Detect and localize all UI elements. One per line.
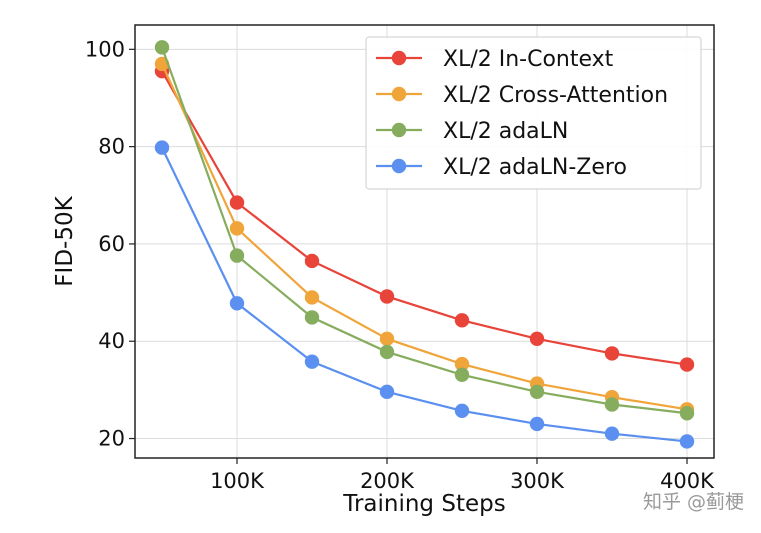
- data-point: [304, 253, 320, 269]
- x-tick-label: 300K: [510, 469, 565, 493]
- data-point: [379, 384, 395, 400]
- legend-label: XL/2 Cross-Attention: [443, 83, 668, 108]
- data-point: [529, 331, 545, 347]
- data-point: [304, 290, 320, 305]
- data-point: [679, 434, 695, 449]
- data-point: [379, 289, 395, 304]
- data-point: [454, 403, 470, 419]
- legend-box: [365, 36, 702, 190]
- data-point: [229, 296, 245, 311]
- data-point: [154, 140, 170, 155]
- y-tick-label: 20: [98, 427, 125, 451]
- legend-swatch-marker: [391, 158, 407, 174]
- data-point: [604, 426, 620, 441]
- series-line: [160, 63, 688, 411]
- data-point: [604, 346, 620, 361]
- data-point: [454, 356, 470, 372]
- data-point: [229, 221, 245, 236]
- watermark: 知乎 @蓟梗: [643, 491, 744, 513]
- axis-ticks: 100K 200K 300K 400K 20 40 60 80 100: [85, 37, 715, 493]
- data-point: [604, 397, 620, 412]
- series-1: [154, 64, 695, 372]
- x-tick-label: 200K: [360, 469, 415, 493]
- data-point: [454, 367, 470, 383]
- y-tick-label: 40: [98, 329, 125, 353]
- data-point: [529, 384, 545, 400]
- data-point: [154, 40, 170, 55]
- data-point: [529, 416, 545, 432]
- data-point: [454, 313, 470, 328]
- series-4: [154, 140, 695, 449]
- data-point: [304, 310, 320, 325]
- x-tick-label: 400K: [660, 469, 715, 493]
- data-point: [229, 248, 245, 263]
- series-line: [161, 70, 688, 366]
- x-axis-label: Training Steps: [342, 491, 505, 517]
- data-point: [379, 344, 395, 360]
- data-point: [304, 354, 320, 369]
- series-lines: [154, 40, 695, 449]
- y-tick-label: 80: [98, 135, 125, 159]
- legend-swatch-marker: [391, 86, 407, 102]
- series-line: [161, 147, 688, 443]
- data-point: [679, 406, 695, 421]
- legend-label: XL/2 adaLN-Zero: [443, 155, 627, 180]
- plot-frame: [134, 24, 715, 459]
- legend-label: XL/2 In-Context: [443, 47, 614, 72]
- legend-swatch-marker: [391, 122, 407, 138]
- x-tick-label: 100K: [210, 469, 265, 493]
- series-line: [160, 47, 688, 415]
- data-point: [679, 357, 695, 372]
- y-tick-label: 100: [85, 37, 125, 61]
- data-point: [379, 331, 395, 347]
- legend-swatch-marker: [391, 50, 407, 66]
- legend: XL/2 In-Context XL/2 Cross-Attention XL/2 …: [365, 36, 702, 190]
- series-3: [154, 40, 695, 421]
- data-point: [229, 195, 245, 210]
- y-axis-label: FID-50K: [52, 195, 78, 286]
- legend-label: XL/2 adaLN: [443, 119, 568, 144]
- y-tick-label: 60: [98, 232, 125, 256]
